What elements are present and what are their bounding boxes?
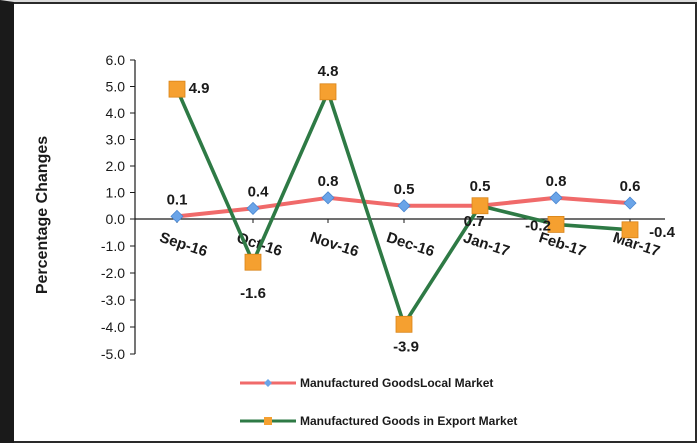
y-tick-label: 2.0	[106, 158, 126, 174]
x-tick-label: Jan-17	[461, 229, 511, 260]
data-label: 4.8	[318, 63, 339, 80]
data-label: 0.5	[470, 178, 491, 195]
data-label: 0.6	[620, 178, 641, 195]
data-point	[319, 83, 337, 101]
data-label: 0.4	[248, 183, 270, 200]
y-axis	[134, 60, 665, 354]
data-point	[321, 191, 335, 205]
y-tick-label: -1.0	[101, 238, 125, 254]
data-label: -3.9	[393, 338, 419, 355]
y-tick-label: -4.0	[101, 319, 125, 335]
y-tick-label: 6.0	[106, 52, 126, 68]
data-point	[246, 201, 260, 215]
data-label: 0.5	[394, 181, 415, 198]
data-label: -0.2	[525, 217, 551, 234]
y-tick-label: 4.0	[106, 105, 126, 121]
data-point	[621, 221, 639, 239]
data-label: 0.8	[318, 173, 339, 190]
y-tick-label: 3.0	[106, 132, 126, 148]
data-label: 0.1	[167, 191, 188, 208]
y-ticks: 6.0 5.0 4.0 3.0 2.0 1.0 0.0 -1.0 -2.0 -3.0 -4.0 -5.…	[101, 52, 135, 362]
y-tick-label: -3.0	[101, 292, 125, 308]
y-axis-label: Percentage Changes	[34, 136, 51, 294]
data-point	[397, 199, 411, 213]
x-tick-label: Sep-16	[157, 229, 209, 260]
y-tick-label: 5.0	[106, 79, 126, 95]
y-tick-label: 0.0	[106, 211, 126, 227]
data-point	[395, 315, 413, 333]
data-point	[170, 209, 184, 223]
y-tick-label: -5.0	[101, 346, 125, 362]
data-labels: 0.1 0.4 0.8 0.5 0.7 0.8 0.6 4.9 -1.6 4.8 -3.9 0.5 -0…	[167, 63, 676, 355]
y-tick-label: -2.0	[101, 265, 125, 281]
data-label: -0.4	[649, 224, 676, 241]
data-point	[168, 80, 186, 98]
data-point	[623, 196, 637, 210]
data-label: 0.8	[546, 173, 567, 190]
data-point	[549, 191, 563, 205]
data-point	[471, 197, 489, 215]
data-label: -1.6	[240, 285, 266, 302]
series-markers	[168, 80, 639, 333]
legend-swatch-marker	[264, 379, 272, 387]
y-tick-label: 1.0	[106, 185, 126, 201]
chart-panel	[14, 2, 697, 443]
data-point	[547, 215, 565, 233]
data-label: 0.7	[464, 213, 485, 230]
x-tick-label: Nov-16	[308, 229, 361, 261]
x-tick-label: Dec-16	[384, 229, 436, 260]
legend-label: Manufactured Goods in Export Market	[300, 414, 517, 428]
data-label: 4.9	[189, 80, 210, 97]
legend-swatch-marker	[264, 417, 272, 425]
data-point	[244, 253, 262, 271]
legend: Manufactured GoodsLocal Market Manufactur…	[240, 376, 517, 428]
legend-label: Manufactured GoodsLocal Market	[300, 376, 493, 390]
